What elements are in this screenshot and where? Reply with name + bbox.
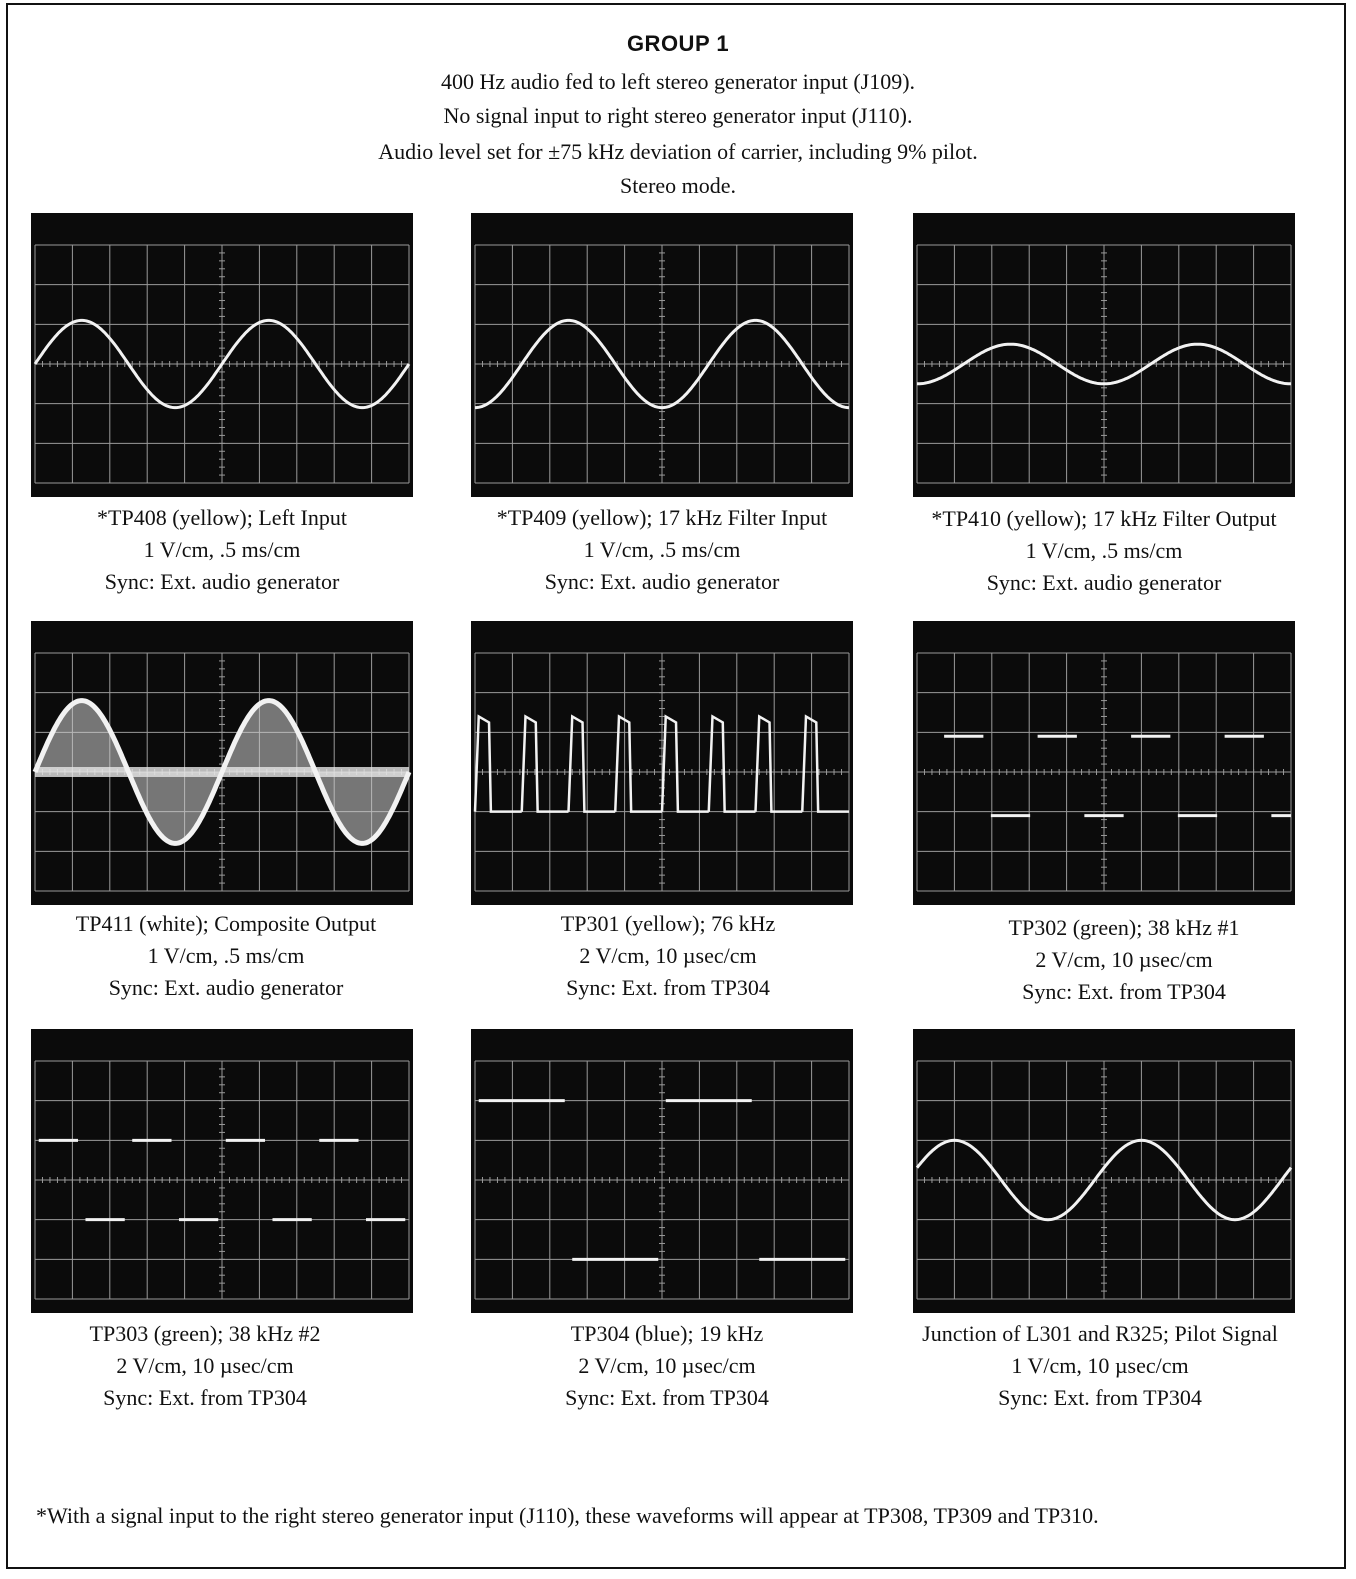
waveform-caption: Junction of L301 and R325; Pilot Signal … — [880, 1318, 1320, 1414]
scope-screen — [471, 621, 853, 905]
caption-line: *TP408 (yellow); Left Input — [97, 505, 347, 530]
caption-line: 2 V/cm, 10 µsec/cm — [116, 1353, 294, 1378]
caption-line: 2 V/cm, 10 µsec/cm — [579, 943, 757, 968]
oscilloscope-display — [473, 652, 850, 892]
sine-trace — [475, 318, 849, 410]
scope-screen — [31, 1029, 413, 1313]
caption-line: TP411 (white); Composite Output — [75, 911, 377, 936]
scope-screen — [471, 213, 853, 497]
oscilloscope-display — [916, 652, 1292, 892]
caption-line: Sync: Ext. from TP304 — [1022, 979, 1226, 1004]
caption-line: 2 V/cm, 10 µsec/cm — [1035, 947, 1213, 972]
sine-trace — [915, 1138, 1293, 1222]
caption-line: TP304 (blue); 19 kHz — [570, 1321, 764, 1346]
caption-line: 1 V/cm, 10 µsec/cm — [1011, 1353, 1189, 1378]
scope-screen — [913, 621, 1295, 905]
caption-line: TP303 (green); 38 kHz #2 — [89, 1321, 321, 1346]
caption-line: Sync: Ext. audio generator — [544, 569, 780, 594]
scope-screen — [913, 213, 1295, 497]
waveform-caption: *TP408 (yellow); Left Input 1 V/cm, .5 m… — [2, 502, 442, 598]
oscilloscope-display — [32, 652, 412, 892]
caption-line: *TP410 (yellow); 17 kHz Filter Output — [931, 506, 1277, 531]
composite-trace — [32, 698, 412, 846]
oscilloscope-display — [474, 1060, 850, 1300]
waveform-caption: *TP410 (yellow); 17 kHz Filter Output 1 … — [884, 503, 1324, 599]
caption-line: Sync: Ext. audio generator — [108, 975, 344, 1000]
waveform-caption: TP302 (green); 38 kHz #1 2 V/cm, 10 µsec… — [904, 912, 1344, 1008]
caption-line: 1 V/cm, .5 ms/cm — [147, 943, 305, 968]
caption-line: Sync: Ext. audio generator — [986, 570, 1222, 595]
caption-line: *TP409 (yellow); 17 kHz Filter Input — [496, 505, 828, 530]
header-line: Audio level set for ±75 kHz deviation of… — [378, 139, 978, 164]
caption-line: 1 V/cm, .5 ms/cm — [1025, 538, 1183, 563]
scope-screen — [913, 1029, 1295, 1313]
caption-line: TP301 (yellow); 76 kHz — [560, 911, 776, 936]
waveform-caption: TP304 (blue); 19 kHz 2 V/cm, 10 µsec/cm … — [447, 1318, 887, 1414]
header-line: No signal input to right stereo generato… — [443, 103, 913, 128]
header-line: Stereo mode. — [619, 173, 737, 198]
caption-line: Sync: Ext. from TP304 — [998, 1385, 1202, 1410]
oscilloscope-display — [34, 1060, 410, 1300]
scope-screen — [31, 621, 413, 905]
caption-line: Sync: Ext. from TP304 — [103, 1385, 307, 1410]
group-title: GROUP 1 — [626, 31, 730, 56]
header-line: 400 Hz audio fed to left stereo generato… — [440, 69, 916, 94]
oscilloscope-display — [915, 1060, 1293, 1300]
footnote: *With a signal input to the right stereo… — [36, 1503, 1099, 1528]
waveform-caption: TP301 (yellow); 76 kHz 2 V/cm, 10 µsec/c… — [448, 908, 888, 1004]
caption-line: Sync: Ext. from TP304 — [565, 1385, 769, 1410]
caption-line: Sync: Ext. audio generator — [104, 569, 340, 594]
oscilloscope-display — [33, 244, 411, 484]
oscilloscope-display — [916, 244, 1292, 484]
waveform-caption: TP303 (green); 38 kHz #2 2 V/cm, 10 µsec… — [0, 1318, 425, 1414]
scope-screen — [31, 213, 413, 497]
waveform-caption: TP411 (white); Composite Output 1 V/cm, … — [6, 908, 446, 1004]
caption-line: Sync: Ext. from TP304 — [566, 975, 770, 1000]
scope-screen — [471, 1029, 853, 1313]
caption-line: 1 V/cm, .5 ms/cm — [143, 537, 301, 562]
caption-line: TP302 (green); 38 kHz #1 — [1008, 915, 1240, 940]
sine-trace — [917, 342, 1291, 386]
page-frame — [6, 3, 1346, 1569]
caption-line: Junction of L301 and R325; Pilot Signal — [922, 1321, 1278, 1346]
pulse-trace — [473, 714, 849, 813]
waveform-caption: *TP409 (yellow); 17 kHz Filter Input 1 V… — [442, 502, 882, 598]
oscilloscope-display — [474, 244, 850, 484]
caption-line: 1 V/cm, .5 ms/cm — [583, 537, 741, 562]
caption-line: 2 V/cm, 10 µsec/cm — [578, 1353, 756, 1378]
sine-trace — [33, 318, 411, 410]
